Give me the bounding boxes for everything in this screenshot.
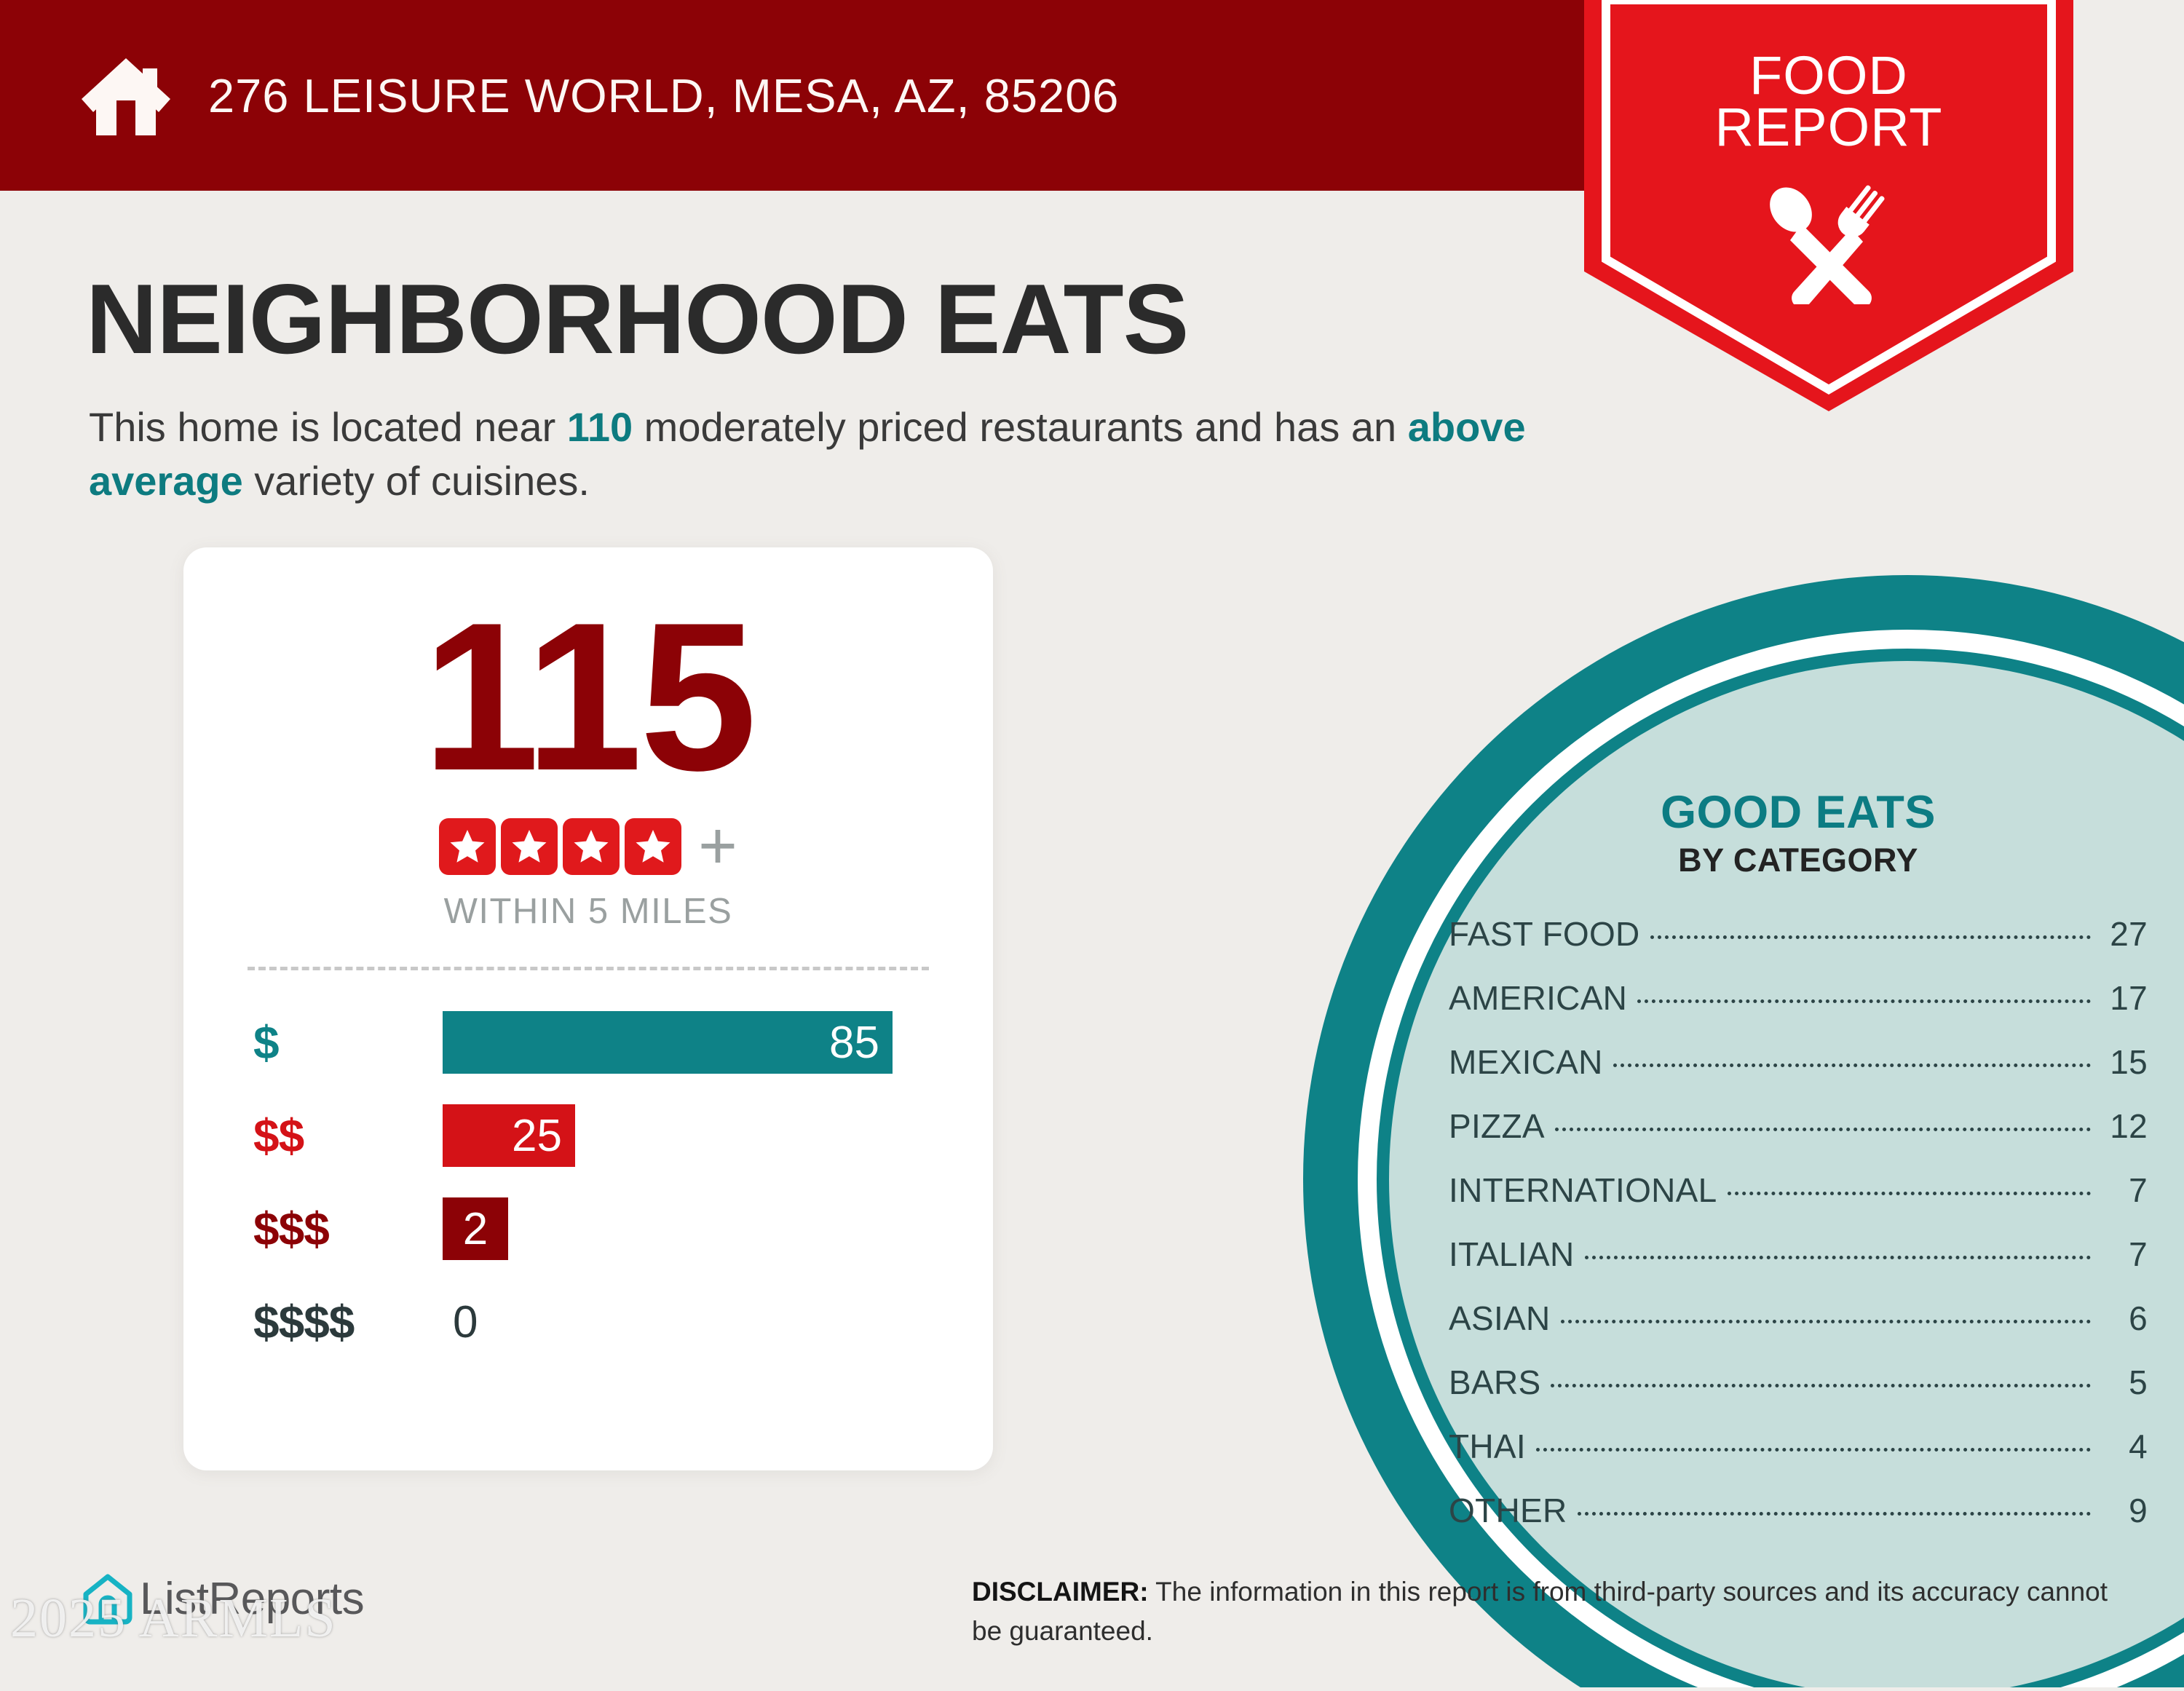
price-tier-label: $ — [253, 1016, 280, 1069]
category-name: FAST FOOD — [1449, 915, 1640, 953]
armls-watermark: 2025 ARMLS — [10, 1588, 337, 1649]
price-tier-label: $$$ — [253, 1203, 330, 1255]
category-row: THAI 4 — [1449, 1427, 2148, 1466]
bar-track: 85 — [443, 1011, 893, 1074]
category-dots — [1560, 1305, 2091, 1323]
category-name: AMERICAN — [1449, 979, 1628, 1017]
price-tier-row: $$$$ 0 — [253, 1282, 993, 1362]
category-count: 7 — [2129, 1235, 2148, 1273]
card-divider — [248, 967, 929, 970]
intro-text-1: This home is located near — [89, 404, 567, 450]
page-title: NEIGHBORHOOD EATS — [86, 264, 1189, 374]
category-row: ASIAN 6 — [1449, 1299, 2148, 1338]
category-row: BARS 5 — [1449, 1363, 2148, 1402]
star-badge-4 — [625, 818, 682, 875]
food-report-line-2: REPORT — [1714, 97, 1943, 158]
category-dots — [1584, 1241, 2091, 1259]
intro-text-2: moderately priced restaurants and has an — [633, 404, 1408, 450]
category-count: 15 — [2110, 1043, 2148, 1081]
restaurant-stats-card: 115 + WITHIN 5 MILES $ 85 $$ — [183, 547, 993, 1470]
good-eats-subtitle: BY CATEGORY — [1678, 841, 1918, 879]
star-badge-3 — [563, 818, 620, 875]
star-rating: + — [183, 809, 993, 884]
bar-track: 0 — [443, 1291, 478, 1353]
price-tier-label: $$ — [253, 1109, 304, 1162]
category-dots — [1637, 985, 2091, 1003]
category-row: AMERICAN 17 — [1449, 978, 2148, 1018]
food-report-line-1: FOOD — [1749, 45, 1908, 106]
category-count: 7 — [2129, 1171, 2148, 1209]
price-tier-row: $ 85 — [253, 1002, 993, 1082]
category-count: 12 — [2110, 1107, 2148, 1145]
category-name: BARS — [1449, 1363, 1541, 1401]
bar-track: 2 — [443, 1197, 508, 1260]
bar-track: 25 — [443, 1104, 575, 1167]
category-dots — [1551, 1369, 2091, 1387]
food-report-badge-content: FOOD REPORT — [1584, 0, 2073, 411]
house-outline-icon — [82, 1572, 134, 1625]
category-name: PIZZA — [1449, 1107, 1545, 1145]
category-count: 9 — [2129, 1492, 2148, 1529]
price-tier-value: 25 — [512, 1110, 562, 1161]
home-icon — [79, 55, 173, 135]
category-row: FAST FOOD 27 — [1449, 914, 2148, 954]
disclaimer-label: DISCLAIMER: — [972, 1577, 1149, 1607]
category-dots — [1650, 921, 2091, 939]
category-name: INTERNATIONAL — [1449, 1171, 1717, 1209]
star-badge-1 — [439, 818, 496, 875]
price-tier-label: $$$$ — [253, 1296, 355, 1348]
disclaimer: DISCLAIMER: The information in this repo… — [972, 1572, 2137, 1650]
white-ring — [1358, 630, 2184, 1691]
category-name: ASIAN — [1449, 1299, 1551, 1337]
category-name: MEXICAN — [1449, 1043, 1603, 1081]
good-eats-title: GOOD EATS — [1661, 787, 1936, 838]
intro-highlight-variety: above average — [89, 404, 1526, 504]
price-tier-value: 2 — [462, 1203, 488, 1254]
teal-inner-disc — [1389, 661, 2184, 1691]
category-dots — [1727, 1177, 2091, 1195]
category-row: MEXICAN 15 — [1449, 1042, 2148, 1082]
property-address: 276 LEISURE WORLD, MESA, AZ, 85206 — [208, 68, 1120, 122]
listreports-logo: ListReports — [82, 1572, 365, 1625]
category-count: 27 — [2110, 915, 2148, 953]
within-radius-label: WITHIN 5 MILES — [443, 892, 733, 931]
price-tier-row: $$ 25 — [253, 1096, 993, 1176]
category-dots — [1554, 1113, 2091, 1131]
category-name: THAI — [1449, 1427, 1526, 1465]
price-tier-value: 85 — [829, 1017, 879, 1068]
plus-icon: + — [698, 809, 737, 884]
category-name: OTHER — [1449, 1492, 1567, 1529]
category-count: 17 — [2110, 979, 2148, 1017]
price-tier-chart: $ 85 $$ 25 $$$ 2 — [183, 1002, 993, 1362]
intro-paragraph: This home is located near 110 moderately… — [89, 400, 1538, 508]
spoon-fork-crossed-icon — [1760, 181, 1898, 308]
header-bar: 276 LEISURE WORLD, MESA, AZ, 85206 — [0, 0, 1584, 191]
price-tier-value: 0 — [453, 1296, 478, 1347]
intro-highlight-count: 110 — [566, 404, 633, 450]
price-tier-bar: 25 — [443, 1104, 575, 1167]
category-row: ITALIAN 7 — [1449, 1235, 2148, 1274]
category-list: FAST FOOD 27 AMERICAN 17 MEXICAN 15 PIZZ… — [1449, 914, 2148, 1530]
category-dots — [1577, 1497, 2091, 1516]
category-count: 6 — [2129, 1299, 2148, 1337]
disclaimer-text: The information in this report is from t… — [972, 1577, 2108, 1646]
category-count: 4 — [2129, 1427, 2148, 1465]
category-row: INTERNATIONAL 7 — [1449, 1171, 2148, 1210]
star-badge-2 — [501, 818, 558, 875]
category-name: ITALIAN — [1449, 1235, 1575, 1273]
price-tier-bar: 2 — [443, 1197, 508, 1260]
intro-text-3: variety of cuisines. — [242, 457, 590, 504]
good-eats-panel: GOOD EATS BY CATEGORY FAST FOOD 27 AMERI… — [1449, 786, 2148, 1555]
category-row: PIZZA 12 — [1449, 1106, 2148, 1146]
category-dots — [1535, 1433, 2091, 1452]
price-tier-row: $$$ 2 — [253, 1189, 993, 1269]
category-dots — [1613, 1049, 2091, 1067]
category-count: 5 — [2129, 1363, 2148, 1401]
price-tier-bar: 85 — [443, 1011, 893, 1074]
listreports-wordmark: ListReports — [140, 1573, 365, 1624]
restaurant-count: 115 — [422, 579, 757, 815]
category-row: OTHER 9 — [1449, 1491, 2148, 1530]
